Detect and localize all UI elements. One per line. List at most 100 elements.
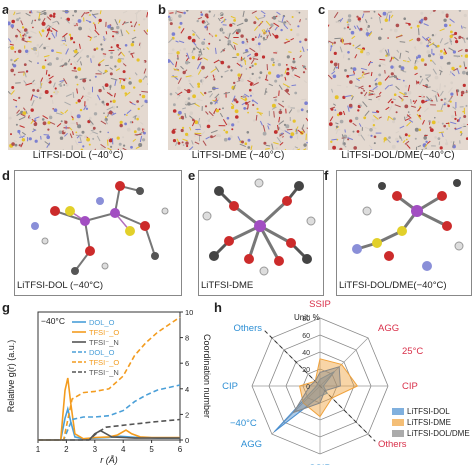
md-atom [393, 117, 396, 121]
md-bond [450, 71, 456, 77]
md-atom [356, 130, 360, 133]
md-bond [450, 121, 457, 125]
x-tick-label: 5 [149, 445, 154, 454]
md-atom [15, 34, 18, 38]
md-atom [465, 104, 468, 107]
md-atom [384, 18, 388, 22]
md-atom [349, 119, 353, 123]
md-atom [227, 43, 230, 46]
md-atom [247, 146, 251, 149]
md-atom [252, 103, 255, 107]
md-atom [227, 39, 232, 44]
md-atom [85, 107, 89, 111]
md-atom [431, 99, 433, 102]
md-atom [379, 49, 383, 53]
md-bond [339, 17, 344, 23]
md-atom [458, 35, 462, 39]
md-atom [121, 85, 126, 90]
md-atom [292, 119, 296, 123]
md-atom [79, 108, 83, 112]
md-bond [131, 36, 137, 40]
md-bond [180, 28, 185, 34]
md-atom [292, 60, 296, 64]
md-bond [388, 116, 394, 121]
y2-tick-label: 4 [185, 385, 189, 394]
md-bond [189, 126, 192, 131]
md-bond [370, 71, 373, 77]
caption-c: LiTFSI-DOL/DME(−40°C) [341, 150, 455, 161]
md-bond [283, 129, 291, 135]
md-bond [301, 46, 305, 53]
md-bond [76, 88, 78, 94]
md-bond [404, 140, 410, 145]
md-atom [107, 131, 109, 134]
md-bond [236, 22, 244, 27]
md-bond [230, 15, 236, 19]
md-atom [249, 57, 252, 60]
cluster-d [31, 181, 169, 275]
md-atom [302, 71, 306, 74]
md-bond [214, 99, 219, 105]
md-bond [85, 13, 90, 17]
md-bond [276, 11, 281, 16]
md-atom [258, 76, 261, 79]
md-atom [249, 77, 252, 80]
radar-axis-label: Others [233, 323, 262, 334]
md-bond [249, 63, 255, 68]
md-bond [274, 26, 278, 31]
md-bond [371, 118, 379, 121]
md-bond [265, 144, 271, 147]
md-bond [51, 27, 58, 32]
md-bond [242, 10, 245, 17]
radar-series-LiTFSI-DOL [273, 371, 335, 433]
md-bond [56, 51, 62, 54]
md-atom [186, 10, 189, 12]
md-atom [249, 94, 252, 97]
md-atom [91, 55, 95, 59]
md-bond [85, 12, 90, 14]
md-atom [36, 89, 40, 92]
md-bond [437, 93, 440, 97]
md-bond [284, 69, 287, 74]
md-bond [230, 102, 235, 107]
md-bond [232, 29, 238, 35]
md-atom [41, 65, 46, 69]
temperature-annotation: −40°C [41, 316, 65, 326]
md-atom [183, 47, 186, 51]
md-bond [246, 53, 252, 57]
md-atom [437, 121, 440, 123]
md-atom [183, 11, 186, 15]
md-atom [368, 91, 371, 94]
md-atom [271, 103, 276, 108]
md-atom [233, 98, 237, 102]
md-atom [41, 21, 46, 26]
md-bond [336, 60, 339, 66]
md-bond [341, 37, 344, 44]
md-bond [424, 134, 428, 137]
md-bond [445, 138, 449, 145]
md-atom [280, 28, 283, 32]
md-bond [45, 24, 49, 29]
md-atom [10, 46, 15, 50]
md-atom [182, 126, 185, 129]
md-bond [452, 106, 457, 110]
md-bond [368, 144, 373, 149]
md-atom [98, 18, 102, 23]
md-atom [41, 118, 45, 121]
md-bond [336, 20, 342, 24]
md-atom [116, 106, 119, 108]
md-atom [104, 83, 109, 87]
md-bond [62, 32, 68, 38]
md-atom [122, 70, 126, 74]
md-bond [22, 107, 26, 111]
md-bond [362, 101, 368, 108]
md-atom [21, 138, 26, 142]
series-line-DOL_O [38, 384, 181, 441]
md-atom [108, 137, 111, 140]
md-bond [131, 102, 136, 106]
md-atom [414, 137, 417, 140]
md-bond [199, 123, 202, 128]
md-bond [262, 125, 266, 133]
md-atom [191, 55, 196, 60]
md-atom [178, 14, 182, 18]
